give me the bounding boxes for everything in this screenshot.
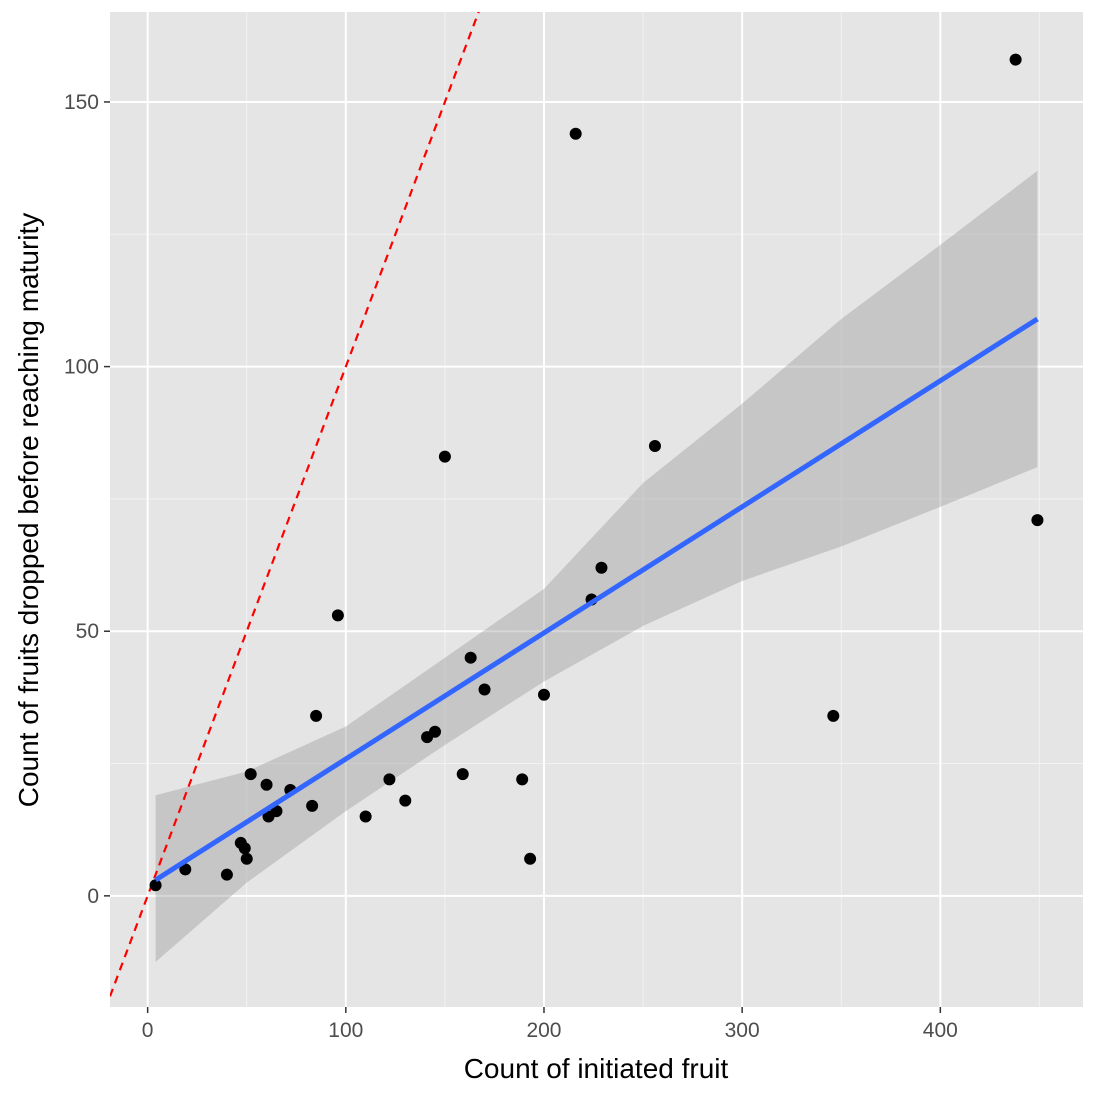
plot-panel — [110, 12, 1083, 1007]
data-point — [260, 778, 273, 791]
data-point — [310, 709, 323, 722]
y-tick-label: 100 — [64, 356, 99, 379]
data-point — [516, 773, 529, 786]
data-point — [456, 768, 469, 781]
data-point — [399, 794, 412, 807]
data-point — [270, 805, 283, 818]
regression-line — [154, 316, 1039, 883]
data-point — [149, 879, 162, 892]
data-point — [524, 852, 537, 865]
x-axis-ticks: 0 100 200 300 400 — [142, 1007, 958, 1042]
data-point — [569, 127, 582, 140]
y-axis-ticks: 0 50 100 150 — [64, 91, 110, 908]
data-point — [537, 688, 550, 701]
data-point — [220, 868, 233, 881]
y-tick-label: 0 — [87, 885, 99, 908]
x-tick-label: 300 — [725, 1019, 760, 1042]
data-point — [595, 561, 608, 574]
data-point — [240, 852, 253, 865]
data-point — [464, 651, 477, 664]
y-axis-title: Count of fruits dropped before reaching … — [13, 213, 44, 808]
y-tick-label: 50 — [76, 620, 99, 643]
data-point — [383, 773, 396, 786]
data-point — [238, 842, 251, 855]
x-tick-label: 400 — [923, 1019, 958, 1042]
data-point — [1031, 514, 1044, 527]
data-point — [478, 683, 491, 696]
fit-line-layer — [154, 316, 1039, 883]
data-point — [648, 439, 661, 452]
data-point — [438, 450, 451, 463]
x-axis-title: Count of initiated fruit — [464, 1053, 729, 1084]
minor-gridlines — [110, 12, 1083, 1007]
data-point — [428, 725, 441, 738]
data-point — [244, 768, 257, 781]
major-gridlines — [110, 12, 1083, 1007]
x-tick-label: 100 — [328, 1019, 363, 1042]
reference-line — [110, 12, 480, 997]
data-point — [179, 863, 192, 876]
x-tick-label: 0 — [142, 1019, 154, 1042]
data-point — [1009, 53, 1022, 66]
points-layer — [149, 53, 1044, 892]
data-point — [331, 609, 344, 622]
y-tick-label: 150 — [64, 91, 99, 114]
reference-line-layer — [110, 12, 480, 997]
x-tick-label: 200 — [526, 1019, 561, 1042]
data-point — [827, 709, 840, 722]
data-point — [359, 810, 372, 823]
data-point — [306, 799, 319, 812]
